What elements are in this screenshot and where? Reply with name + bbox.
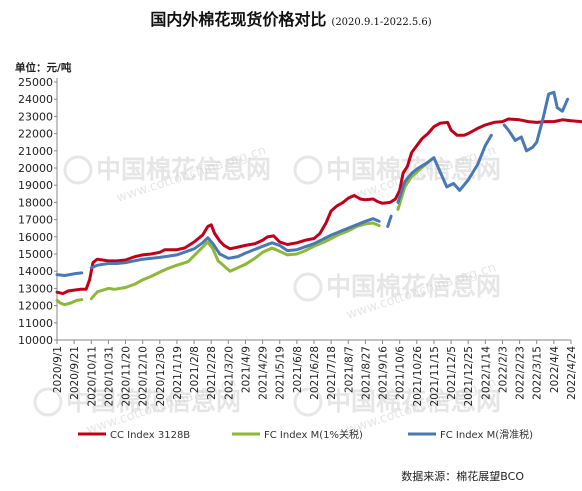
x-tick-label: 2022/1/14 <box>480 346 492 400</box>
watermark-text: 中国棉花信息网 <box>326 155 501 184</box>
y-tick-label: 16000 <box>18 231 53 244</box>
x-tick-label: 2021/10/6 <box>395 346 407 400</box>
x-tick-label: 2022/4/4 <box>549 346 561 393</box>
x-tick-label: 2021/6/8 <box>292 346 304 393</box>
x-tick-label: 2021/4/29 <box>258 346 270 400</box>
x-axis: 2020/9/1 2020/9/21 2020/10/11 2020/10/31 202… <box>52 339 578 407</box>
y-axis: 10000 11000 12000 13000 14000 15000 16000 17000… <box>18 76 58 347</box>
x-tick-label: 2020/9/21 <box>69 346 81 400</box>
x-tick-label: 2021/4/9 <box>240 346 252 393</box>
y-tick-label: 17000 <box>18 214 53 227</box>
watermark-text: 中国棉花信息网 <box>96 155 271 184</box>
y-tick-label: 15000 <box>18 248 53 261</box>
series-1 <box>55 117 582 296</box>
series-3 <box>55 90 570 277</box>
legend: CC Index 3128B FC Index M(1%关税) FC Index M… <box>78 428 533 441</box>
watermark-logo-icon <box>293 272 323 302</box>
x-tick-label: 2020/11/20 <box>121 346 133 407</box>
x-tick-label: 2020/10/31 <box>103 346 115 407</box>
legend-label: FC Index M(1%关税) <box>264 428 363 441</box>
x-tick-label: 2020/12/10 <box>138 346 150 407</box>
source-note: 数据来源：棉花展望BCO <box>401 470 524 483</box>
x-tick-label: 2021/8/7 <box>343 346 355 393</box>
x-tick-label: 2021/1/19 <box>172 346 184 400</box>
chart-title: 国内外棉花现货价格对比 <box>150 10 327 29</box>
x-tick-label: 2021/2/8 <box>189 346 201 393</box>
watermark-logo-icon <box>33 387 63 417</box>
x-tick-label: 2022/2/23 <box>515 346 527 400</box>
y-tick-label: 20000 <box>18 162 53 175</box>
series-line <box>55 117 582 296</box>
y-tick-label: 23000 <box>18 110 53 123</box>
x-tick-label: 2022/2/3 <box>497 346 509 393</box>
y-tick-label: 22000 <box>18 128 53 141</box>
y-tick-label: 24000 <box>18 93 53 106</box>
chart-subtitle: (2020.9.1-2022.5.6) <box>331 17 432 28</box>
watermark-text: 中国棉花信息网 <box>326 272 501 301</box>
x-tick-label: 2021/10/26 <box>412 346 424 407</box>
x-tick-label: 2021/2/28 <box>206 346 218 400</box>
x-tick-label: 2021/3/20 <box>223 346 235 400</box>
x-tick-label: 2021/8/27 <box>360 346 372 400</box>
y-tick-label: 25000 <box>18 76 53 89</box>
watermark-text: 中国棉花信息网 <box>66 387 241 416</box>
y-tick-label: 14000 <box>18 265 53 278</box>
x-tick-label: 2021/12/5 <box>446 346 458 400</box>
x-tick-label: 2021/12/25 <box>463 346 475 407</box>
y-tick-label: 12000 <box>18 300 53 313</box>
x-tick-label: 2022/3/15 <box>532 346 544 400</box>
y-tick-label: 13000 <box>18 282 53 295</box>
watermark-logo-icon <box>63 155 93 185</box>
series-line <box>55 90 570 277</box>
y-tick-label: 19000 <box>18 179 53 192</box>
x-tick-label: 2021/9/16 <box>378 346 390 400</box>
y-tick-label: 18000 <box>18 196 53 209</box>
title-block: 国内外棉花现货价格对比 (2020.9.1-2022.5.6) <box>0 6 582 30</box>
x-tick-label: 2020/12/30 <box>155 346 167 407</box>
x-tick-label: 2021/5/19 <box>275 346 287 400</box>
watermark-logo-icon <box>293 387 323 417</box>
x-tick-label: 2021/7/18 <box>326 346 338 400</box>
watermark-logo-icon <box>293 155 323 185</box>
y-tick-label: 11000 <box>18 317 53 330</box>
x-tick-label: 2021/11/15 <box>429 346 441 407</box>
x-tick-label: 2020/10/11 <box>86 346 98 407</box>
x-tick-label: 2022/4/24 <box>566 346 578 400</box>
x-tick-label: 2020/9/1 <box>52 346 64 393</box>
x-tick-label: 2021/6/28 <box>309 346 321 400</box>
legend-label: CC Index 3128B <box>110 430 190 441</box>
legend-label: FC Index M(滑准税) <box>440 428 533 441</box>
unit-label: 单位：元/吨 <box>15 62 72 74</box>
y-tick-label: 21000 <box>18 145 53 158</box>
watermark-text: 中国棉花信息网 <box>326 387 501 416</box>
y-tick-label: 10000 <box>18 334 53 347</box>
